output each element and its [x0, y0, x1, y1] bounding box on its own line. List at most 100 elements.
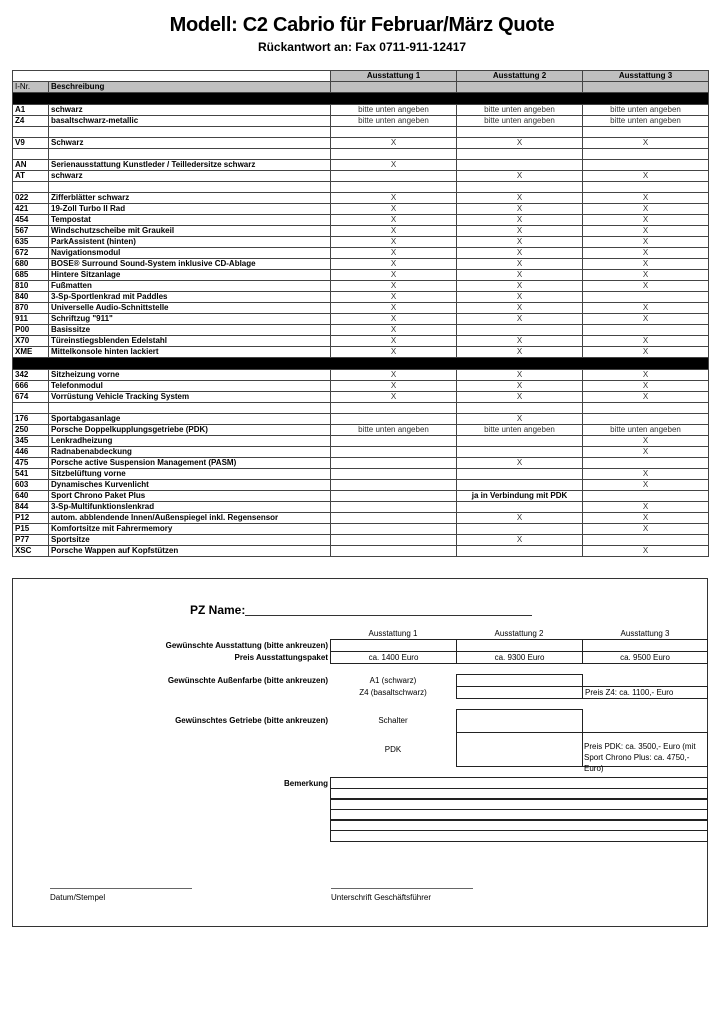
- ausstattung-2-cell: bitte unten angeben: [456, 424, 583, 436]
- table-row: 475 Porsche active Suspension Management …: [12, 457, 709, 469]
- option-description: [48, 126, 331, 138]
- option-code: P00: [12, 324, 49, 336]
- ausstattung-3-cell: X: [582, 335, 709, 347]
- ausstattung-2-cell: [456, 435, 583, 447]
- ausstattung-3-cell: X: [582, 203, 709, 215]
- ausstattung-2-cell: X: [456, 391, 583, 403]
- ausstattung-1-cell: X: [330, 380, 457, 392]
- form-col-2: Ausstattung 2: [494, 629, 544, 638]
- ausstattung-1-cell: X: [330, 159, 457, 171]
- ausstattung-1-cell: bitte unten angeben: [330, 115, 457, 127]
- datum-label: Datum/Stempel: [50, 893, 106, 902]
- option-code: 674: [12, 391, 49, 403]
- option-code: 870: [12, 302, 49, 314]
- col-ausstattung-2: Ausstattung 2: [456, 70, 583, 82]
- option-code: 840: [12, 291, 49, 303]
- option-code: 250: [12, 424, 49, 436]
- ausstattung-2-cell: X: [456, 346, 583, 358]
- pz-name-field[interactable]: [245, 604, 532, 616]
- bemerkung-line[interactable]: [330, 808, 708, 821]
- option-code: 680: [12, 258, 49, 270]
- table-row: 640 Sport Chrono Paket Plus ja in Verbindu…: [12, 490, 709, 502]
- option-code: 685: [12, 269, 49, 281]
- table-row: 022 Zifferblätter schwarz X X X: [12, 192, 709, 204]
- option-code: 810: [12, 280, 49, 292]
- bemerkung-line[interactable]: [330, 819, 708, 831]
- table-row: 870 Universelle Audio-Schnittstelle X X X: [12, 302, 709, 314]
- option-description: basaltschwarz-metallic: [48, 115, 331, 127]
- ausstattung-1-cell: bitte unten angeben: [330, 424, 457, 436]
- ausstattung-3-cell: X: [582, 523, 709, 535]
- id-header: I-Nr.: [12, 81, 49, 93]
- ausstattung-1-cell: [330, 479, 457, 491]
- ausstattung-1-cell: [330, 468, 457, 480]
- table-row: P77 Sportsitze X: [12, 534, 709, 546]
- ausstattung-2-cell: X: [456, 369, 583, 381]
- getriebe-pdk-checkbox[interactable]: [456, 732, 583, 767]
- ausstattung-2-cell: bitte unten angeben: [456, 104, 583, 116]
- option-code: 603: [12, 479, 49, 491]
- bemerkung-line[interactable]: [330, 829, 708, 842]
- ausstattung-1-cell: [330, 181, 457, 193]
- pz-name-label: PZ Name:: [190, 603, 246, 617]
- option-code: 635: [12, 236, 49, 248]
- ausstattung-1-cell: X: [330, 313, 457, 325]
- ausstattung-1-cell: X: [330, 391, 457, 403]
- option-description: schwarz: [48, 104, 331, 116]
- bemerkung-field[interactable]: [330, 777, 708, 842]
- option-description: Fußmatten: [48, 280, 331, 292]
- ausstattung-1-cell: X: [330, 346, 457, 358]
- getriebe-schalter-checkbox[interactable]: [456, 709, 583, 733]
- pdk-note: Preis PDK: ca. 3500,- Euro (mit Sport Ch…: [582, 732, 708, 773]
- section-divider: [12, 92, 709, 105]
- ausstattung-3-cell: X: [582, 501, 709, 513]
- ausstattung-3-cell: bitte unten angeben: [582, 115, 709, 127]
- ausstattung-1-cell: X: [330, 369, 457, 381]
- option-description: Hintere Sitzanlage: [48, 269, 331, 281]
- ausstattung-2-cell: X: [456, 280, 583, 292]
- bemerkung-line[interactable]: [330, 798, 708, 810]
- col-ausstattung-3: Ausstattung 3: [582, 70, 709, 82]
- ausstattung-3-cell: X: [582, 192, 709, 204]
- ausstattung-2-cell: X: [456, 214, 583, 226]
- price-3: ca. 9500 Euro: [582, 651, 708, 664]
- table-row: 603 Dynamisches Kurvenlicht X: [12, 479, 709, 491]
- ausstattung-1-cell: [330, 126, 457, 138]
- table-row: P00 Basissitze X: [12, 324, 709, 336]
- ausstattung-1-cell: X: [330, 302, 457, 314]
- desc-header: Beschreibung: [48, 81, 331, 93]
- table-row: 176 Sportabgasanlage X: [12, 413, 709, 425]
- table-row: 840 3-Sp-Sportlenkrad mit Paddles X X: [12, 291, 709, 303]
- option-code: P12: [12, 512, 49, 524]
- section-divider: [12, 357, 709, 370]
- option-code: P15: [12, 523, 49, 535]
- ausstattung-1-cell: X: [330, 247, 457, 259]
- option-description: Sportabgasanlage: [48, 413, 331, 425]
- ausstattung-1-cell: X: [330, 280, 457, 292]
- table-row: A1 schwarz bitte unten angeben bitte unten …: [12, 104, 709, 116]
- divider-cell: [12, 357, 709, 370]
- table-row: P12 autom. abblendende Innen/Außenspiegel…: [12, 512, 709, 524]
- bemerkung-line[interactable]: [330, 777, 708, 789]
- option-code: 022: [12, 192, 49, 204]
- ausstattung-2-cell: X: [456, 457, 583, 469]
- option-description: Türeinstiegsblenden Edelstahl: [48, 335, 331, 347]
- ausstattung-1-cell: bitte unten angeben: [330, 104, 457, 116]
- option-description: BOSE® Surround Sound-System inklusive CD…: [48, 258, 331, 270]
- ausstattung-2-cell: X: [456, 512, 583, 524]
- ausstattung-1-cell: [330, 490, 457, 502]
- spacer-row: [12, 181, 709, 193]
- ausstattung-1-cell: X: [330, 258, 457, 270]
- option-description: Serienausstattung Kunstleder / Teilleder…: [48, 159, 331, 171]
- ausstattung-2-cell: X: [456, 534, 583, 546]
- id-header-row: I-Nr. Beschreibung: [12, 81, 709, 93]
- ausstattung-3-cell: X: [582, 545, 709, 557]
- bemerkung-line[interactable]: [330, 787, 708, 800]
- ausstattung-1-cell: X: [330, 269, 457, 281]
- ausstattung-3-cell: [582, 291, 709, 303]
- option-description: Sitzheizung vorne: [48, 369, 331, 381]
- farbe-z4-checkbox[interactable]: [456, 686, 583, 699]
- option-description: Basissitze: [48, 324, 331, 336]
- ausstattung-1-cell: X: [330, 324, 457, 336]
- ausstattung-3-cell: [582, 457, 709, 469]
